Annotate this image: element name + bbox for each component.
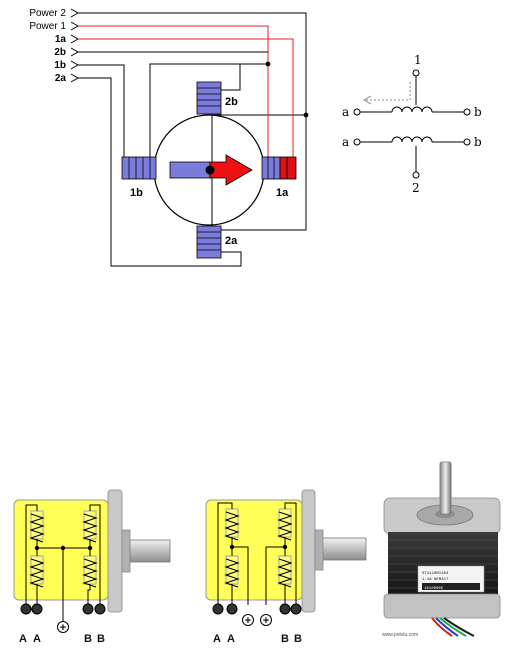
input-label-2b: 2b [54, 47, 66, 58]
input-label-power1: Power 1 [29, 21, 66, 32]
coil-label-1a: 1a [276, 187, 289, 199]
motor-b-terminal-B2: B [294, 633, 302, 645]
terminal-label-a-top: a [342, 105, 349, 119]
bifilar-winding-symbol: 1 a b a b 2 [342, 53, 482, 195]
motor-b-terminal-B1: B [281, 633, 289, 645]
input-label-1a: 1a [55, 34, 67, 45]
input-label-2a: 2a [55, 73, 67, 84]
junction-dot [265, 61, 271, 67]
junction-dot [303, 112, 309, 118]
coil-label-2a: 2a [225, 235, 238, 247]
motor-a-coils [29, 510, 98, 588]
photo-label-line1: ST4118M1404 [422, 572, 449, 576]
motor-a-terminal-A2: A [33, 633, 41, 645]
motor-diagram-b: A A + + B B [205, 489, 367, 645]
photo-label-line3: 18100065 [424, 587, 444, 591]
rotor-magnet [169, 154, 253, 186]
photo-lead-wires [431, 617, 475, 637]
coil-1b: 1b [121, 156, 157, 199]
wiring-diagram: Power 2 Power 1 1a 2b 1b 2a [29, 8, 309, 267]
input-label-power2: Power 2 [29, 8, 66, 19]
terminal-label-b-top: b [474, 105, 482, 119]
motor-a-terminal-B1: B [84, 633, 92, 645]
terminal-label-a-bottom: a [342, 135, 349, 149]
wires [78, 12, 307, 267]
photo-label-line2: 1.4A NEMA17 [422, 578, 449, 582]
stepper-motor-photo: ST4118M1404 1.4A NEMA17 18100065 www.pol… [382, 461, 501, 638]
coil-2a: 2a [196, 225, 238, 259]
motor-a-terminal-A1: A [19, 633, 27, 645]
motor-b-terminal-A1: A [213, 633, 221, 645]
motor-b-terminal-plus2: + [263, 615, 269, 627]
coil-1a: 1a [261, 156, 297, 199]
motor-a-terminals [20, 603, 106, 633]
motor-b-wires [217, 502, 297, 605]
motor-b-terminals [212, 603, 302, 626]
motor-diagram-a: A A + B B [13, 489, 171, 645]
input-chevrons [70, 8, 80, 83]
tap-label-1: 1 [414, 53, 422, 67]
coil-label-1b: 1b [130, 187, 143, 199]
motor-b-terminal-plus1: + [245, 615, 251, 627]
photo-credit: www.pololu.com [382, 632, 418, 638]
motor-a-terminal-plus: + [60, 622, 66, 634]
coil-2b: 2b [196, 81, 238, 115]
motor-a-terminal-B2: B [97, 633, 105, 645]
tap-label-2: 2 [412, 181, 420, 195]
motor-b-terminal-A2: A [227, 633, 235, 645]
input-label-1b: 1b [54, 60, 66, 71]
coil-label-2b: 2b [225, 96, 238, 108]
terminal-label-b-bottom: b [474, 135, 482, 149]
